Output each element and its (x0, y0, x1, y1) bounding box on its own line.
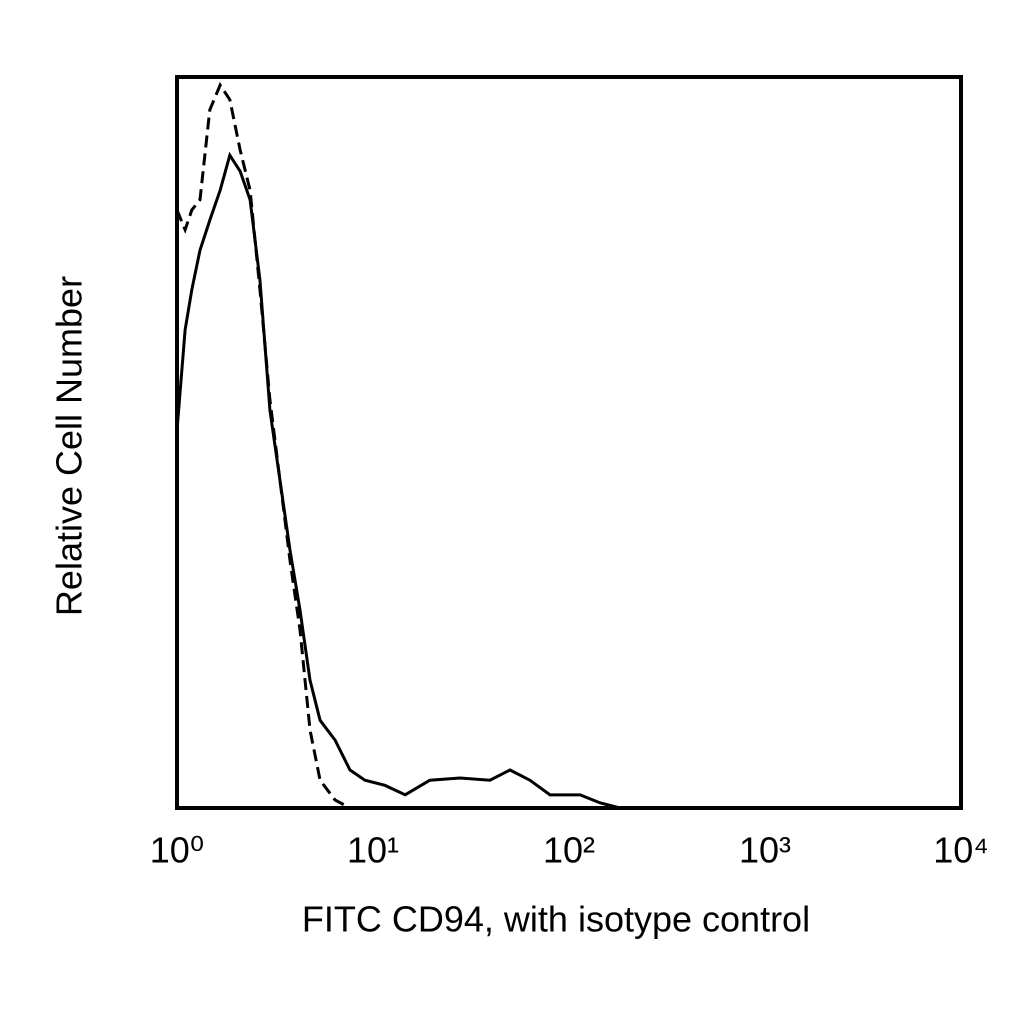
x-tick-label: 10⁰ (150, 830, 204, 871)
x-tick-label: 10⁴ (933, 830, 989, 871)
y-axis-label: Relative Cell Number (49, 276, 90, 616)
plot-frame (175, 75, 963, 810)
x-tick-label: 10¹ (347, 830, 399, 871)
x-axis-label: FITC CD94, with isotype control (302, 899, 810, 940)
histogram-line (175, 151, 621, 810)
histogram-line (175, 81, 351, 810)
x-tick-label: 10³ (739, 830, 791, 871)
x-tick-label: 10² (543, 830, 595, 871)
